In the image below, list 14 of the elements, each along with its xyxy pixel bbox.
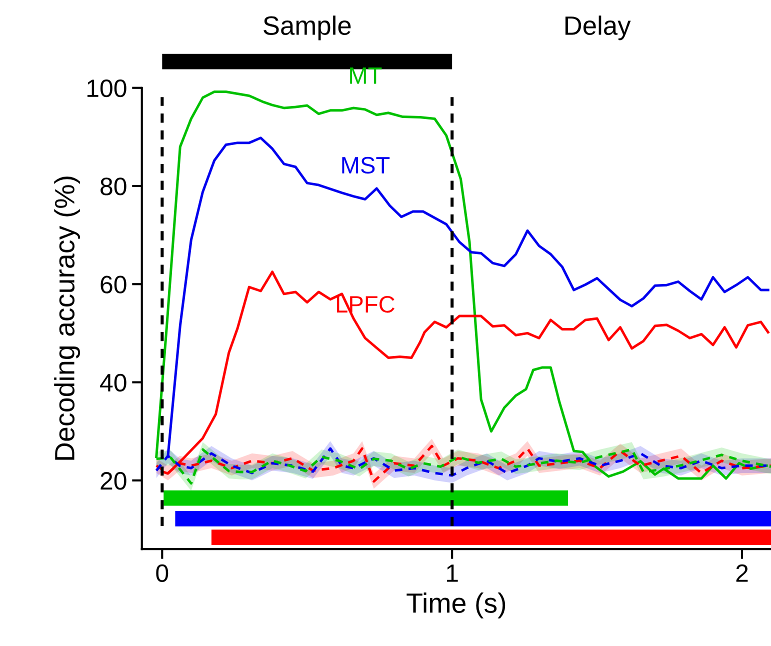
y-axis-title: Decoding accuracy (%) — [54, 176, 80, 460]
y-tick-label: 40 — [100, 374, 126, 392]
x-axis-title: Time (s) — [406, 592, 506, 618]
series-label: MST — [342, 156, 390, 174]
text: Sample — [264, 16, 351, 40]
x-tick-label: 0 — [156, 564, 168, 582]
x-tick-label: 1 — [447, 564, 458, 582]
y-tick-label: 80 — [100, 178, 126, 196]
text: Delay — [565, 16, 631, 40]
y-tick-label: 100 — [87, 79, 126, 98]
y-tick-label: 60 — [100, 276, 126, 294]
series-label: MT — [350, 68, 382, 84]
x-tick-label: 2 — [736, 564, 748, 582]
y-tick-label: 20 — [100, 472, 126, 490]
